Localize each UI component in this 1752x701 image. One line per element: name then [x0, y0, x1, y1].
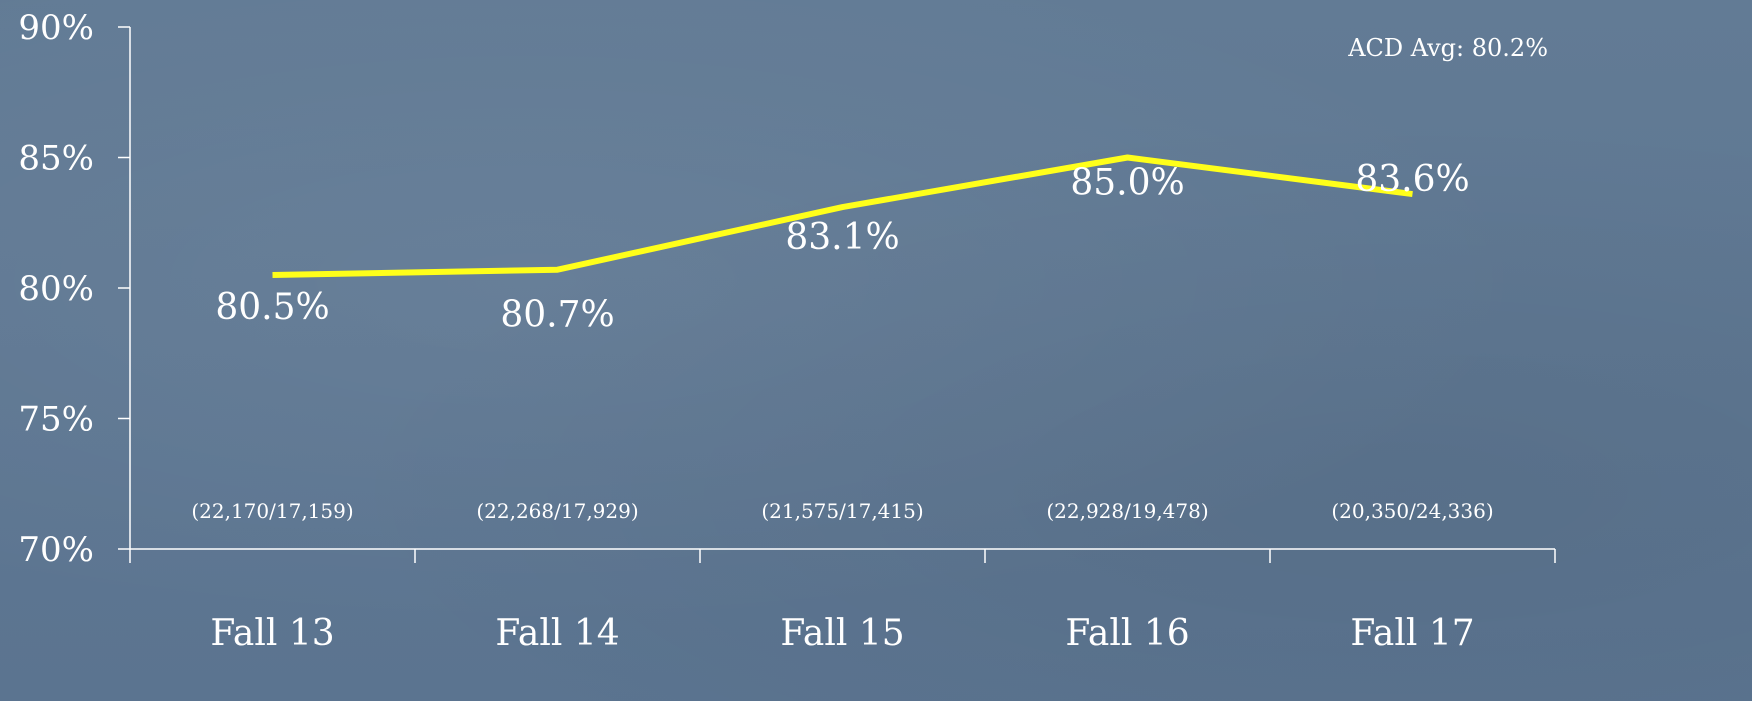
count-label: (21,575/17,415) [761, 499, 923, 523]
average-annotation: ACD Avg: 80.2% [1347, 34, 1548, 62]
series-line [272, 154, 1413, 278]
axes [129, 27, 1555, 550]
y-ticks: 70% 75% 80% 85% 90% [18, 8, 130, 570]
data-label: 80.5% [215, 287, 329, 328]
count-label: (22,170/17,159) [191, 499, 353, 523]
data-label: 83.1% [785, 217, 899, 258]
count-label: (22,928/19,478) [1046, 499, 1208, 523]
x-tick-label: Fall 16 [1065, 613, 1189, 654]
y-tick-label: 70% [18, 530, 94, 570]
y-tick-label: 85% [18, 139, 94, 179]
x-tick-label: Fall 14 [495, 613, 619, 654]
count-label: (20,350/24,336) [1331, 499, 1493, 523]
y-tick-label: 75% [18, 400, 94, 440]
data-label: 85.0% [1070, 163, 1184, 204]
count-labels: (22,170/17,159) (22,268/17,929) (21,575/17… [191, 499, 1493, 523]
data-labels: 80.5% 80.7% 83.1% 85.0% 83.6% [215, 159, 1469, 336]
data-label: 80.7% [500, 295, 614, 336]
x-tick-label: Fall 17 [1350, 613, 1474, 654]
data-label: 83.6% [1355, 159, 1469, 200]
y-tick-label: 90% [18, 8, 94, 48]
x-ticks: Fall 13 Fall 14 Fall 15 Fall 16 Fall 17 [129, 549, 1556, 654]
y-tick-label: 80% [18, 269, 94, 309]
x-tick-label: Fall 13 [210, 613, 334, 654]
count-label: (22,268/17,929) [476, 499, 638, 523]
x-tick-label: Fall 15 [780, 613, 904, 654]
